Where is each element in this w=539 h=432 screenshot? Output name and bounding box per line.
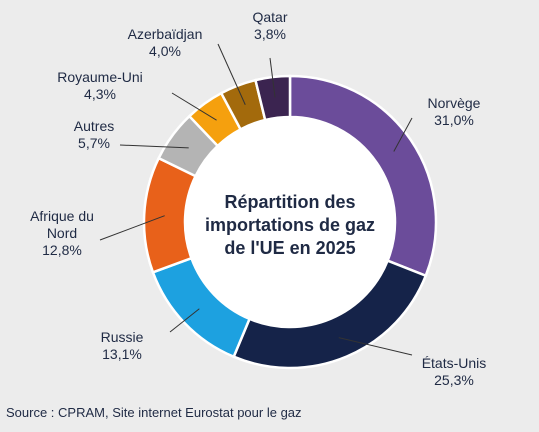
center-title-line-2: importations de gaz [205,215,375,235]
slices-group [142,74,438,370]
slice-value-afrique-du-nord: 12,8% [42,242,82,258]
slice-label-autres: Autres [74,118,114,134]
leader-line-qatar [269,57,276,98]
slice-value-qatar: 3,8% [254,26,286,42]
slice-label-afrique-du-nord-line-1: Afrique du [30,208,94,224]
slice-label-etats-unis: États-Unis [422,355,487,371]
slice-value-norvege: 31,0% [434,112,474,128]
slice-qatar [253,74,292,122]
donut-hole [186,118,394,326]
leader-line-autres [119,144,189,149]
slice-value-azerbaidjan: 4,0% [149,43,181,59]
leader-line-russie [169,308,200,333]
center-title-line-1: Répartition des [224,192,355,212]
slice-label-qatar: Qatar [252,9,287,25]
leader-line-royaume-uni [171,92,217,121]
slice-norvege [288,74,438,278]
leader-line-etats-unis [338,337,413,356]
leader-line-afrique-du-nord [99,215,165,241]
leader-line-norvege [393,117,413,152]
center-title-line-3: de l'UE en 2025 [224,238,355,258]
leader-line-azerbaidjan [217,43,246,105]
leader-lines-group [99,43,413,356]
slice-label-royaume-uni: Royaume-Uni [57,69,143,85]
slice-label-azerbaidjan: Azerbaïdjan [128,26,203,42]
slice-value-etats-unis: 25,3% [434,372,474,388]
source-note: Source : CPRAM, Site internet Eurostat p… [6,405,302,420]
slice-value-royaume-uni: 4,3% [84,86,116,102]
slice-label-norvege: Norvège [428,95,481,111]
slice-label-afrique-du-nord-line-2: Nord [47,225,77,241]
slice-value-autres: 5,7% [78,135,110,151]
slice-value-russie: 13,1% [102,346,142,362]
slice-label-russie: Russie [101,329,144,345]
